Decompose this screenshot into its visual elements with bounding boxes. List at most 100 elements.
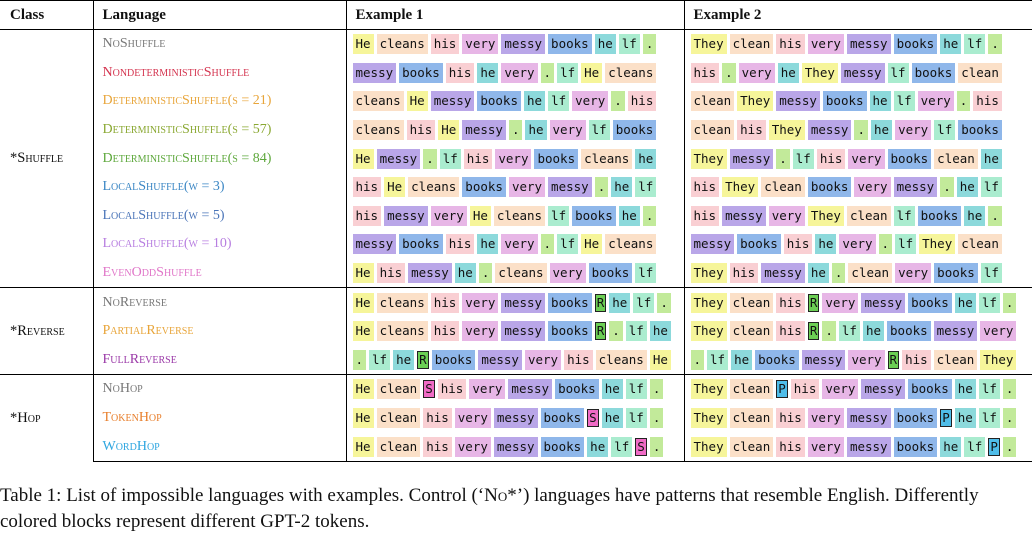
token: R (417, 350, 429, 369)
token: They (980, 349, 1017, 370)
token: . (657, 292, 671, 313)
token: They (690, 408, 727, 429)
token: P (988, 437, 1000, 456)
class-label: *Reverse (0, 287, 94, 375)
table-row: LocalShuffle(w = 10) messy books his he very.… (0, 230, 1032, 259)
token: . (690, 349, 705, 370)
header-example-1: Example 1 (346, 0, 685, 30)
language-name: DeterministicShuffle(s = 57) (93, 115, 347, 145)
token: very (917, 91, 954, 112)
token: messy (548, 177, 592, 198)
token: cleans (376, 34, 428, 55)
token: books (934, 263, 978, 284)
language-name: LocalShuffle(w = 3) (93, 172, 347, 202)
token: very (454, 408, 491, 429)
example-2-tokens: clean his They messy. he very lf books (684, 116, 1032, 145)
token: clean (958, 62, 1002, 83)
token: R (887, 350, 900, 369)
token: messy (352, 234, 397, 255)
token: lf (635, 177, 657, 198)
token: his (423, 408, 452, 429)
table-caption: Table 1: List of impossible languages wi… (0, 483, 1032, 535)
token: he (635, 148, 657, 169)
token: messy (893, 177, 938, 198)
language-name: TokenHop (93, 403, 347, 433)
token: He (352, 436, 374, 457)
token: his (776, 321, 805, 342)
token: . (854, 120, 868, 141)
token: very (807, 436, 844, 457)
token: very (462, 292, 499, 313)
token: lf (625, 321, 647, 342)
example-1-tokens: He clean his very messy books he lf S. (346, 432, 685, 462)
token: his (729, 263, 759, 284)
token: very (768, 205, 805, 226)
token: lf (838, 321, 860, 342)
token: he (477, 234, 499, 255)
token: books (822, 91, 867, 112)
header-row: Class Language Example 1 Example 2 (0, 0, 1032, 30)
token: . (540, 234, 555, 255)
token: clean (729, 321, 774, 342)
token: lf (978, 292, 1000, 313)
token: They (722, 177, 759, 198)
table-row: *Reverse NoReverse He cleans his very messy boo… (0, 287, 1032, 375)
example-1-tokens: He his messy he. cleans very books lf (346, 258, 685, 288)
example-1-tokens: messy books his he very. lf He cleans (346, 230, 685, 259)
header-language: Language (93, 0, 347, 30)
token: He (581, 234, 603, 255)
token: messy (478, 349, 522, 370)
token: clean (729, 436, 774, 457)
example-2-tokens: his messy very They clean lf books he. (684, 202, 1032, 231)
token: lf (625, 408, 647, 429)
token: very (572, 91, 609, 112)
token: he (611, 177, 633, 198)
token: cleans (493, 205, 546, 226)
token: He (581, 62, 603, 83)
language-name: WordHop (93, 432, 347, 462)
token: clean (848, 263, 893, 284)
token: messy (501, 34, 546, 55)
token: books (572, 205, 616, 226)
token: he (940, 34, 962, 55)
token: messy (776, 91, 820, 112)
example-1-tokens: messy books his he very. lf He cleans (346, 58, 685, 88)
token: very (848, 148, 885, 169)
token: . (1002, 436, 1017, 457)
token: clean (690, 91, 735, 112)
header-class: Class (0, 0, 94, 30)
token: He (352, 408, 374, 429)
token: he (587, 436, 609, 457)
token: They (919, 234, 956, 255)
token: clean (958, 234, 1002, 255)
token: cleans (581, 148, 633, 169)
table-row: DeterministicShuffle(s = 21) cleans He mess… (0, 87, 1032, 116)
token: They (690, 436, 727, 457)
token: lf (978, 379, 1000, 400)
token: books (887, 148, 932, 169)
token: he (777, 62, 799, 83)
token: very (454, 436, 491, 457)
token: He (352, 34, 374, 55)
language-name: NoReverse (93, 287, 347, 317)
token: he (815, 234, 837, 255)
token: very (501, 234, 538, 255)
token: books (540, 408, 585, 429)
example-2-tokens: They clean his very messy books he lf. (684, 28, 1032, 59)
token: very (549, 120, 586, 141)
token: lf (369, 349, 391, 370)
token: books (911, 62, 956, 83)
token: lf (980, 177, 1002, 198)
token: he (618, 205, 640, 226)
token: his (776, 292, 805, 313)
token: cleans (605, 62, 657, 83)
token: messy (493, 408, 538, 429)
token: . (831, 263, 846, 284)
token: messy (501, 292, 546, 313)
token: his (973, 91, 1002, 112)
token: . (352, 349, 367, 370)
